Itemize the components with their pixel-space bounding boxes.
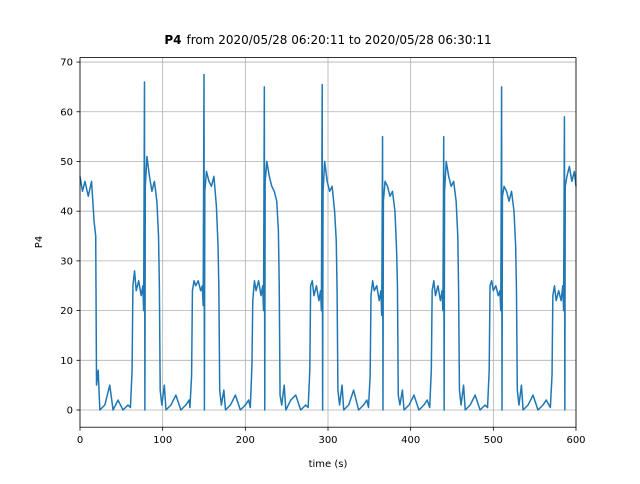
y-tick-label: 30 xyxy=(60,256,73,267)
y-tick-label: 10 xyxy=(60,356,73,367)
x-tick-label: 100 xyxy=(153,435,172,446)
title-text: from 2020/05/28 06:20:11 to 2020/05/28 0… xyxy=(186,33,491,47)
x-tick-label: 600 xyxy=(566,435,585,446)
x-tick-label: 500 xyxy=(484,435,503,446)
y-axis-label: P4 xyxy=(34,236,45,248)
y-tick-label: 40 xyxy=(60,207,73,218)
x-tick-label: 200 xyxy=(236,435,255,446)
x-tick-label: 400 xyxy=(401,435,420,446)
y-tick-label: 20 xyxy=(60,306,73,317)
x-tick-label: 300 xyxy=(318,435,337,446)
y-tick-label: 0 xyxy=(67,406,73,417)
data-line xyxy=(79,73,577,411)
title-variable: P4 xyxy=(164,33,181,47)
x-axis-label: time (s) xyxy=(309,459,348,470)
chart-title: P4 from 2020/05/28 06:20:11 to 2020/05/28… xyxy=(164,33,491,47)
y-tick-label: 60 xyxy=(60,107,73,118)
ticks: 0 100 200 300 400 500 600 0 10 20 30 40 50 60 70 xyxy=(60,58,585,447)
grid xyxy=(79,57,577,428)
plot-area xyxy=(79,73,577,411)
y-tick-label: 70 xyxy=(60,58,73,69)
x-tick-label: 0 xyxy=(77,435,83,446)
y-tick-label: 50 xyxy=(60,157,73,168)
